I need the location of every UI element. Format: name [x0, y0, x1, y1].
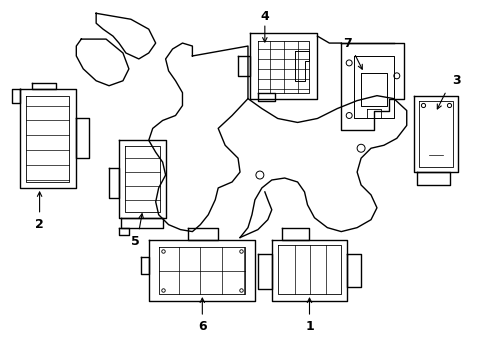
Text: 1: 1	[305, 320, 313, 333]
Text: 5: 5	[131, 235, 140, 248]
Text: 6: 6	[198, 320, 206, 333]
Text: 2: 2	[35, 218, 44, 231]
Text: 7: 7	[342, 37, 351, 50]
Text: 3: 3	[451, 74, 460, 87]
Text: 4: 4	[260, 10, 269, 23]
